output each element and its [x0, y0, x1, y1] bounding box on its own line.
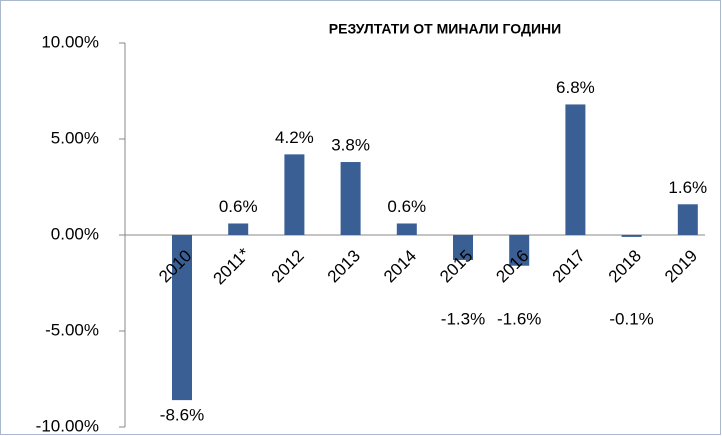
bar — [172, 235, 192, 401]
y-tick-label: -10.00% — [36, 416, 99, 435]
y-tick-label: 10.00% — [41, 32, 99, 51]
bar — [509, 235, 530, 266]
bar — [621, 235, 642, 237]
bar — [677, 204, 698, 235]
value-label: -0.1% — [609, 309, 653, 328]
value-label: 6.8% — [556, 78, 595, 97]
chart-title: РЕЗУЛТАТИ ОТ МИНАЛИ ГОДИНИ — [329, 21, 561, 37]
bar — [228, 223, 249, 235]
y-tick-label: 5.00% — [51, 128, 99, 147]
value-label: -1.6% — [497, 309, 541, 328]
bar — [284, 154, 305, 235]
y-tick-label: -5.00% — [45, 320, 99, 339]
value-label: 0.6% — [219, 197, 258, 216]
bar — [453, 235, 473, 260]
bar — [565, 104, 586, 235]
y-tick-label: 0.00% — [51, 224, 99, 243]
bar — [340, 162, 361, 235]
bar — [396, 223, 417, 235]
value-label: -8.6% — [160, 406, 204, 425]
value-label: -1.3% — [441, 309, 485, 328]
value-label: 4.2% — [275, 128, 314, 147]
value-label: 1.6% — [668, 178, 707, 197]
value-label: 3.8% — [331, 136, 370, 155]
value-label: 0.6% — [387, 197, 426, 216]
